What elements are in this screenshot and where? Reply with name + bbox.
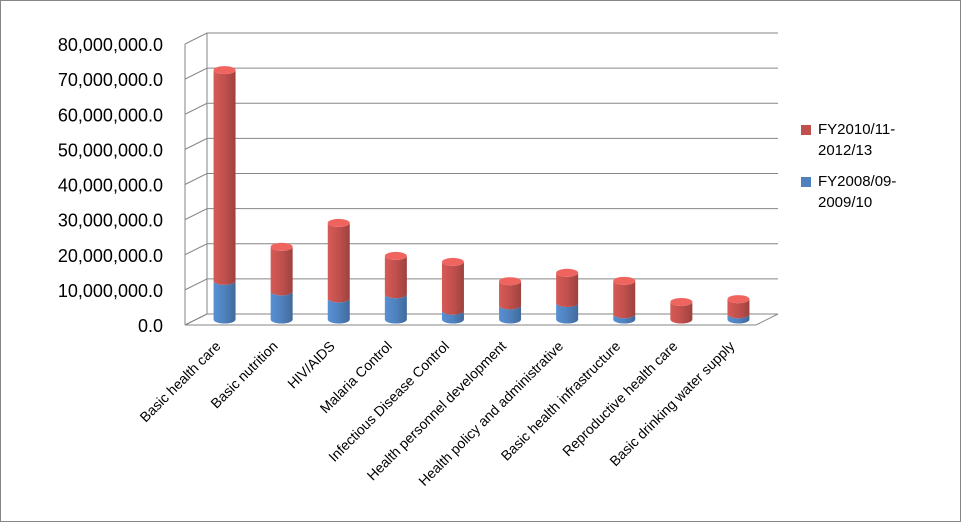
legend-item-fy2010: FY2010/11-2012/13 bbox=[801, 119, 910, 161]
bar-segment bbox=[384, 255, 407, 299]
y-tick-label: 20,000,000.0 bbox=[58, 246, 163, 266]
bar-cap bbox=[384, 251, 407, 260]
bar-segment bbox=[441, 310, 464, 324]
legend-item-fy2008: FY2008/09-2009/10 bbox=[801, 171, 910, 213]
bar-cap bbox=[556, 268, 579, 277]
gridline bbox=[184, 313, 778, 326]
y-tick-label: 10,000,000.0 bbox=[58, 281, 163, 301]
legend-swatch-fy2010 bbox=[801, 125, 811, 135]
y-tick-label: 60,000,000.0 bbox=[58, 105, 163, 125]
y-tick-label: 0.0 bbox=[138, 316, 163, 336]
gridline bbox=[184, 243, 778, 256]
legend-swatch-fy2008 bbox=[801, 177, 811, 187]
bar-segment bbox=[613, 314, 636, 324]
y-tick-label: 40,000,000.0 bbox=[58, 176, 163, 196]
bar-segment bbox=[327, 298, 350, 324]
bar-segment bbox=[613, 280, 636, 319]
legend-label-fy2010: FY2010/11-2012/13 bbox=[818, 121, 896, 159]
bar-segment bbox=[727, 314, 750, 324]
y-tick-label: 50,000,000.0 bbox=[58, 140, 163, 160]
bar-segment bbox=[499, 281, 522, 310]
bar-cap bbox=[613, 276, 636, 285]
bar-segment bbox=[556, 302, 579, 324]
x-tick-label: Basic health infrastructure bbox=[498, 338, 624, 464]
bar-segment bbox=[670, 301, 693, 324]
bar-segment bbox=[499, 305, 522, 324]
bar-segment bbox=[727, 299, 750, 319]
bar-segment bbox=[327, 222, 350, 303]
gridline bbox=[184, 278, 778, 291]
bar-cap bbox=[213, 66, 236, 75]
bar-segment bbox=[270, 291, 293, 324]
y-axis-ticks: 0.0 10,000,000.0 20,000,000.0 30,000,000.0 4… bbox=[58, 35, 163, 336]
bar-cap bbox=[441, 257, 464, 266]
bar-segment bbox=[213, 280, 236, 324]
bars bbox=[213, 66, 750, 324]
bar-segment bbox=[213, 70, 236, 285]
bar-cap bbox=[670, 297, 693, 306]
gridline bbox=[184, 32, 778, 45]
bar-cap bbox=[327, 218, 350, 227]
gridline bbox=[184, 173, 778, 185]
legend-label-fy2008: FY2008/09-2009/10 bbox=[818, 173, 897, 211]
gridline bbox=[184, 102, 778, 115]
y-tick-label: 30,000,000.0 bbox=[58, 211, 163, 231]
y-tick-label: 80,000,000.0 bbox=[58, 35, 163, 55]
bar-cap bbox=[727, 295, 750, 304]
bar-segment bbox=[384, 294, 407, 324]
bar-cap bbox=[270, 242, 293, 251]
x-tick-label: Reproductive health care bbox=[559, 338, 681, 460]
bar-cap bbox=[499, 277, 522, 286]
legend: FY2010/11-2012/13 FY2008/09-2009/10 bbox=[801, 119, 910, 223]
bar-segment bbox=[270, 246, 293, 296]
x-tick-label: Basic health care bbox=[136, 338, 223, 425]
gridlines bbox=[184, 32, 778, 326]
bar-segment bbox=[441, 261, 464, 315]
gridline bbox=[184, 208, 778, 221]
y-tick-label: 70,000,000.0 bbox=[58, 70, 163, 90]
bar-segment bbox=[556, 272, 579, 307]
gridline bbox=[184, 67, 778, 80]
gridline bbox=[184, 137, 778, 150]
x-tick-label: HIV/AIDS bbox=[284, 338, 338, 392]
